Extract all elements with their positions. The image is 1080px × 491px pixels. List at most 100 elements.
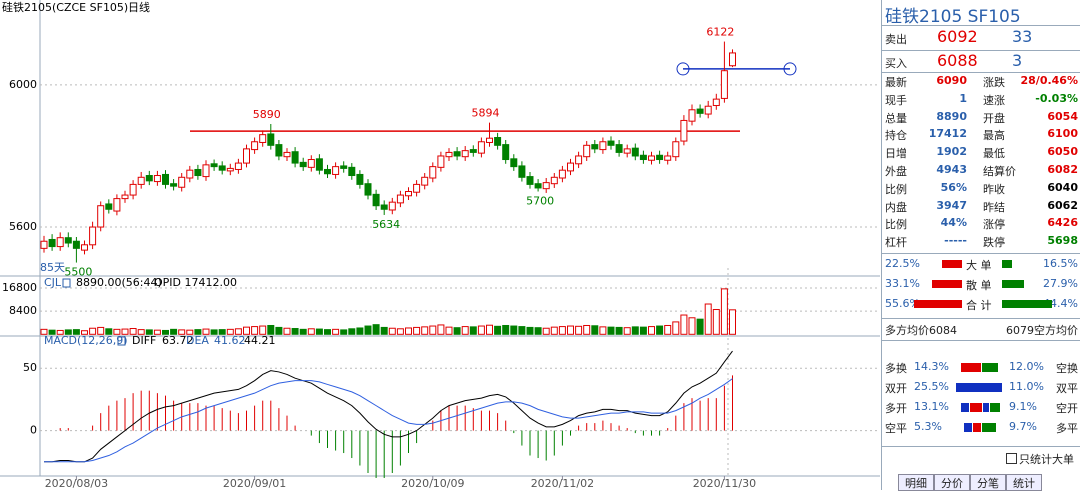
dea-label: DEA [186,334,209,347]
candle-body [688,109,696,122]
volume-bar [56,329,64,335]
volume-bar [558,326,566,335]
flow-left-label: 多换 [885,362,907,375]
volume-bar [380,326,388,335]
volume-bar [121,328,129,335]
candle-body [234,162,242,170]
candle-body [542,182,550,190]
candle-body [656,154,664,161]
flow-left: 14.3% [914,360,949,373]
period: 日线 [128,0,150,14]
candle-body [648,155,655,161]
quote-label: 最高 [983,129,1005,143]
candle-body [413,183,421,193]
tab[interactable]: 分笔 [970,474,1006,491]
quote-panel: 硅铁2105 SF105 卖出 6092 33 买入 6088 3 多方均价60… [881,0,1080,491]
candle-body [315,158,323,171]
candle-body [259,134,267,143]
candle-body [332,166,340,175]
candle-body [510,158,518,168]
volume-bar [550,326,558,335]
dea-line [44,378,733,463]
volume-bar [688,317,696,335]
flow-left: 5.3% [914,420,942,433]
candle-body [712,98,720,107]
high-label: 6122 [706,26,734,39]
ask-price: 6092 [937,27,978,46]
tab[interactable]: 分价 [934,474,970,491]
volume-bar [283,327,291,335]
candle-body [405,191,412,197]
order-bar-red [942,260,962,268]
tab[interactable]: 统计 [1006,474,1042,491]
candle-body [105,203,113,210]
candle-body [372,193,380,207]
volume-bar [469,326,477,335]
volume-bar [243,326,250,335]
quote-label: 持仓 [885,129,907,143]
candle-body [129,183,137,196]
volume-bar [648,326,655,335]
quote-label: 比例 [885,182,907,196]
quote-label: 最新 [885,76,907,89]
volume-bar [542,327,550,335]
volume-bar [591,325,599,335]
volume-bar [364,325,372,335]
volume-value: 8890.00(56:44) [76,276,162,289]
quote-value: 28/0.46% [1020,74,1079,87]
candle-body [218,165,226,171]
settings-icon[interactable] [117,336,126,346]
volume-bar [332,328,340,335]
quote-value: 4943 [936,163,967,176]
volume-bar [89,327,97,335]
order-left: 55.6% [885,297,920,310]
y-tick-label: 5600 [9,220,37,233]
checkbox[interactable] [1006,453,1017,464]
volume-bar [178,329,186,335]
order-bar-green [1002,280,1024,288]
quote-label: 涨跌 [983,76,1005,89]
volume-bar [259,325,267,335]
volume-bar [607,326,615,335]
quote-value: 6050 [1047,145,1078,159]
candle-body [72,240,80,249]
quote-value: ----- [944,234,967,248]
volume-bar [137,329,145,335]
flow-right-label: 双平 [1056,382,1078,395]
ask-size: 33 [1012,27,1033,46]
quote-value: 1902 [936,145,967,159]
volume-bar [437,324,445,335]
volume-bar [494,325,502,335]
candle-body [226,167,234,172]
tab[interactable]: 明细 [898,474,934,491]
flow-left-label: 双开 [885,382,907,395]
quote-value: 44% [940,216,967,230]
quote-value: 8890 [936,109,967,123]
volume-bar [704,303,712,335]
high-label: 5894 [472,107,500,120]
volume-bar [623,327,631,335]
diff-line [44,350,733,463]
candle-body [469,149,477,153]
volume-bar [251,326,259,335]
flow-bar [961,403,969,412]
x-tick-label: 2020/11/30 [693,477,756,490]
quote-title: 硅铁2105 SF105 [885,7,1021,27]
quote-label: 内盘 [885,200,907,214]
chart-area: 硅铁2105(CZCE SF105) 日线 85天 CJL 8890.00(56… [0,0,880,490]
volume-bar [299,328,307,335]
candle-body [720,70,728,99]
x-tick-label: 2020/09/01 [223,477,286,490]
candle-body [162,173,169,185]
settings-icon[interactable] [62,278,71,288]
volume-bar [696,318,704,335]
macd-label: MACD(12,26,9) [44,334,128,347]
volume-bar [583,324,591,335]
volume-bar [518,326,526,335]
y-tick-label: 50 [23,361,37,374]
candle-body [89,226,97,246]
candle-body [680,119,688,142]
flow-right: 9.7% [1009,420,1037,433]
order-bar-green [1002,300,1052,308]
y-tick-label: 16800 [2,281,37,294]
